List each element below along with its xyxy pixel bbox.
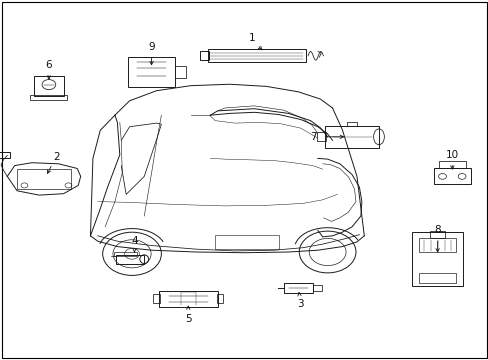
Bar bbox=[17, 169, 71, 189]
Bar bbox=[325, 126, 378, 148]
Text: 1: 1 bbox=[248, 33, 255, 43]
Bar bbox=[30, 95, 67, 100]
Text: 6: 6 bbox=[45, 60, 52, 70]
Text: 4: 4 bbox=[131, 236, 138, 246]
Text: 10: 10 bbox=[445, 150, 458, 160]
Text: 9: 9 bbox=[148, 42, 155, 52]
Bar bbox=[312, 285, 321, 291]
Text: 5: 5 bbox=[184, 314, 191, 324]
Bar bbox=[175, 66, 185, 78]
Text: 2: 2 bbox=[53, 152, 60, 162]
Bar bbox=[34, 76, 63, 96]
Bar bbox=[114, 252, 137, 256]
Bar bbox=[411, 232, 462, 286]
Text: 3: 3 bbox=[297, 299, 304, 309]
Bar bbox=[207, 49, 305, 62]
Text: 7: 7 bbox=[309, 132, 316, 142]
Bar bbox=[429, 231, 444, 238]
Text: 8: 8 bbox=[433, 225, 440, 235]
Bar bbox=[438, 161, 465, 168]
Bar bbox=[216, 294, 223, 303]
Bar bbox=[418, 238, 455, 252]
Bar bbox=[153, 294, 160, 303]
Bar bbox=[0, 152, 10, 158]
Bar bbox=[433, 168, 470, 184]
Bar bbox=[200, 51, 209, 60]
Bar bbox=[159, 291, 217, 307]
Bar bbox=[116, 255, 144, 264]
Bar bbox=[215, 235, 278, 249]
Bar bbox=[128, 57, 175, 87]
Bar bbox=[316, 132, 325, 141]
Bar bbox=[283, 283, 312, 293]
Bar bbox=[418, 273, 455, 283]
